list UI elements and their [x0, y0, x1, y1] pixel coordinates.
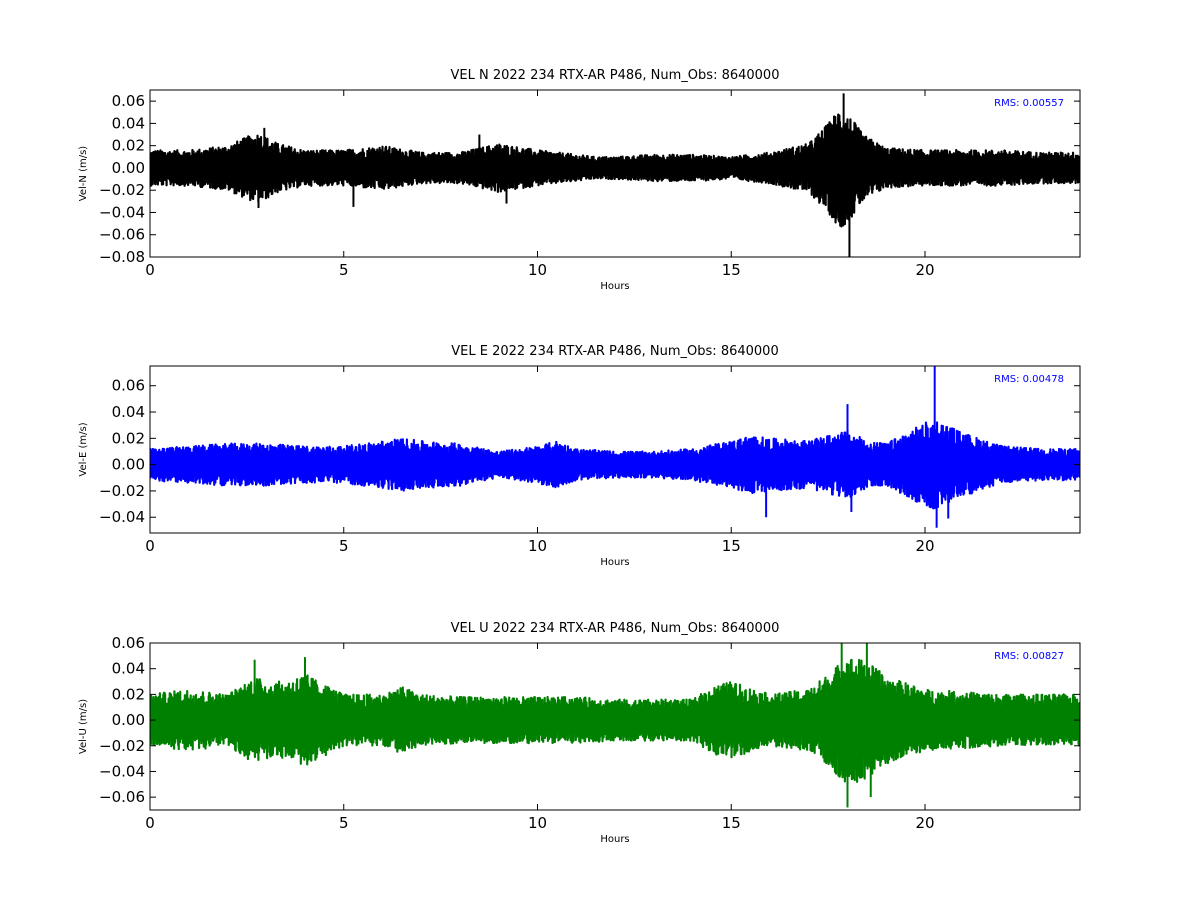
y-tick-label: 0.02	[112, 137, 145, 155]
plot-area: 0 5 10 15 20 0.06 0.04 0.02 0.00 −0.02 −0.04	[99, 365, 1081, 555]
y-tick-label: −0.04	[99, 203, 145, 221]
plot-frame	[149, 365, 1081, 534]
y-tick-label: 0.00	[112, 456, 145, 474]
panel-title: VEL N 2022 234 RTX-AR P486, Num_Obs: 864…	[451, 68, 780, 83]
rms-label: RMS: 0.00478	[994, 374, 1064, 385]
y-tick-label: −0.02	[99, 181, 145, 199]
x-tick-label: 15	[722, 261, 741, 279]
x-tick-label: 15	[722, 537, 741, 555]
y-tick-label: −0.04	[99, 762, 145, 780]
x-tick-label: 5	[339, 814, 349, 832]
plot-frame	[149, 642, 1081, 811]
panel-vel-u: VEL U 2022 234 RTX-AR P486, Num_Obs: 864…	[78, 621, 1081, 845]
panel-title: VEL E 2022 234 RTX-AR P486, Num_Obs: 864…	[451, 344, 778, 359]
panel-vel-e: VEL E 2022 234 RTX-AR P486, Num_Obs: 864…	[78, 344, 1081, 568]
y-tick-label: 0.04	[112, 403, 145, 421]
y-tick-label: −0.02	[99, 737, 145, 755]
y-tick-label: −0.08	[99, 248, 145, 266]
x-tick-label: 0	[145, 537, 155, 555]
plot-area: 0 5 10 15 20 0.06 0.04 0.02 0.00 −0.02 −0.04 −0.06	[99, 634, 1081, 832]
x-tick-label: 0	[145, 814, 155, 832]
y-tick-label: −0.06	[99, 788, 145, 806]
x-tick-label: 5	[339, 261, 349, 279]
y-tick-label: 0.02	[112, 685, 145, 703]
y-axis-label: Vel-N (m/s)	[78, 146, 89, 201]
x-axis-label: Hours	[600, 834, 629, 845]
x-tick-label: 10	[528, 814, 547, 832]
x-tick-label: 20	[915, 537, 934, 555]
x-axis-label: Hours	[600, 557, 629, 568]
rms-label: RMS: 0.00557	[994, 98, 1064, 109]
x-tick-label: 20	[915, 261, 934, 279]
y-tick-label: −0.04	[99, 508, 145, 526]
y-tick-label: 0.00	[112, 159, 145, 177]
y-tick-label: 0.00	[112, 711, 145, 729]
rms-label: RMS: 0.00827	[994, 651, 1064, 662]
x-tick-label: 5	[339, 537, 349, 555]
y-tick-label: 0.04	[112, 660, 145, 678]
plot-area: 0 5 10 15 20 0.06 0.04 0.02 0.00 −0.02 −0.04 −0.06 −…	[99, 89, 1081, 279]
y-tick-label: 0.02	[112, 429, 145, 447]
panel-vel-n: VEL N 2022 234 RTX-AR P486, Num_Obs: 864…	[78, 68, 1081, 292]
y-tick-label: −0.02	[99, 482, 145, 500]
y-axis-label: Vel-E (m/s)	[78, 422, 89, 476]
y-axis-label: Vel-U (m/s)	[78, 699, 89, 754]
plot-frame	[149, 89, 1081, 258]
x-tick-label: 15	[722, 814, 741, 832]
y-tick-label: 0.06	[112, 634, 145, 652]
panel-title: VEL U 2022 234 RTX-AR P486, Num_Obs: 864…	[451, 621, 780, 636]
y-tick-label: 0.04	[112, 114, 145, 132]
y-tick-label: 0.06	[112, 92, 145, 110]
x-axis-label: Hours	[600, 281, 629, 292]
series-trace	[150, 421, 1080, 510]
y-tick-label: 0.06	[112, 377, 145, 395]
x-tick-label: 10	[528, 261, 547, 279]
x-tick-label: 10	[528, 537, 547, 555]
x-tick-label: 0	[145, 261, 155, 279]
x-tick-label: 20	[915, 814, 934, 832]
series-trace	[150, 113, 1080, 228]
series-trace	[150, 658, 1080, 783]
y-tick-label: −0.06	[99, 226, 145, 244]
